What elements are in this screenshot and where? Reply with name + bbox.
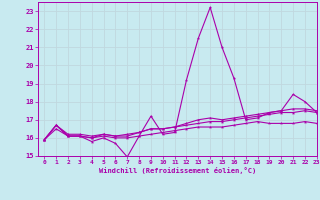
X-axis label: Windchill (Refroidissement éolien,°C): Windchill (Refroidissement éolien,°C) — [99, 167, 256, 174]
